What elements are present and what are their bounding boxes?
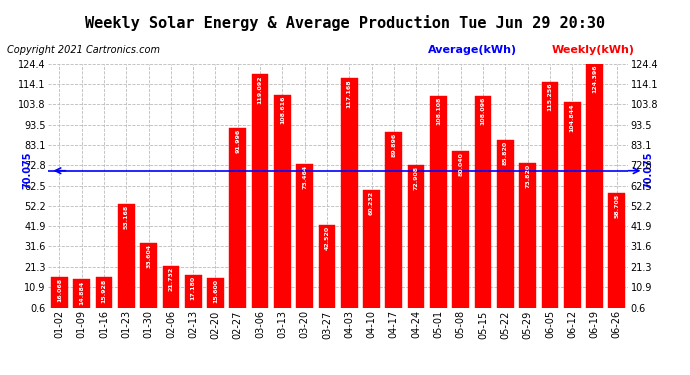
Text: 104.844: 104.844 [570,103,575,132]
Bar [564,102,580,309]
Bar [73,279,90,309]
Bar [185,275,201,309]
Text: 53.168: 53.168 [124,205,129,229]
Text: 119.092: 119.092 [257,75,263,104]
Bar [140,243,157,309]
Text: 33.604: 33.604 [146,243,151,268]
Text: 108.108: 108.108 [436,97,441,125]
Text: Weekly(kWh): Weekly(kWh) [552,45,635,55]
Text: 80.040: 80.040 [458,152,463,176]
Bar [163,266,179,309]
Bar [319,225,335,309]
Text: Weekly Solar Energy & Average Production Tue Jun 29 20:30: Weekly Solar Energy & Average Production… [85,15,605,31]
Bar [252,74,268,309]
Bar [386,132,402,309]
Text: 115.256: 115.256 [547,83,553,111]
Bar [296,164,313,309]
Bar [453,151,469,309]
Text: 73.820: 73.820 [525,164,530,189]
Text: 60.232: 60.232 [369,191,374,215]
Text: 70.075: 70.075 [23,152,32,189]
Bar [230,128,246,309]
Text: 17.180: 17.180 [190,276,196,300]
Text: 91.996: 91.996 [235,129,240,153]
Bar [497,140,513,309]
Bar [207,278,224,309]
Text: 89.896: 89.896 [391,133,396,157]
Text: 21.732: 21.732 [168,267,173,291]
Text: 108.616: 108.616 [280,96,285,124]
Text: 124.396: 124.396 [592,65,597,93]
Text: 58.708: 58.708 [614,194,619,218]
Text: 16.068: 16.068 [57,278,62,302]
Bar [430,96,447,309]
Bar [341,78,357,309]
Text: 14.884: 14.884 [79,280,84,304]
Text: 72.908: 72.908 [413,166,419,190]
Text: Copyright 2021 Cartronics.com: Copyright 2021 Cartronics.com [7,45,160,55]
Text: 70.075: 70.075 [644,152,653,189]
Bar [520,164,536,309]
Bar [118,204,135,309]
Bar [475,96,491,309]
Text: Average(kWh): Average(kWh) [428,45,517,55]
Text: 73.464: 73.464 [302,165,307,189]
Text: 15.600: 15.600 [213,279,218,303]
Bar [542,82,558,309]
Bar [408,165,424,309]
Bar [51,277,68,309]
Bar [274,95,290,309]
Text: 117.168: 117.168 [347,79,352,108]
Text: 15.928: 15.928 [101,278,106,303]
Bar [609,193,625,309]
Bar [586,64,603,309]
Text: 108.096: 108.096 [480,97,486,125]
Text: 85.820: 85.820 [503,141,508,165]
Text: 42.520: 42.520 [324,226,329,250]
Bar [363,190,380,309]
Bar [96,278,112,309]
